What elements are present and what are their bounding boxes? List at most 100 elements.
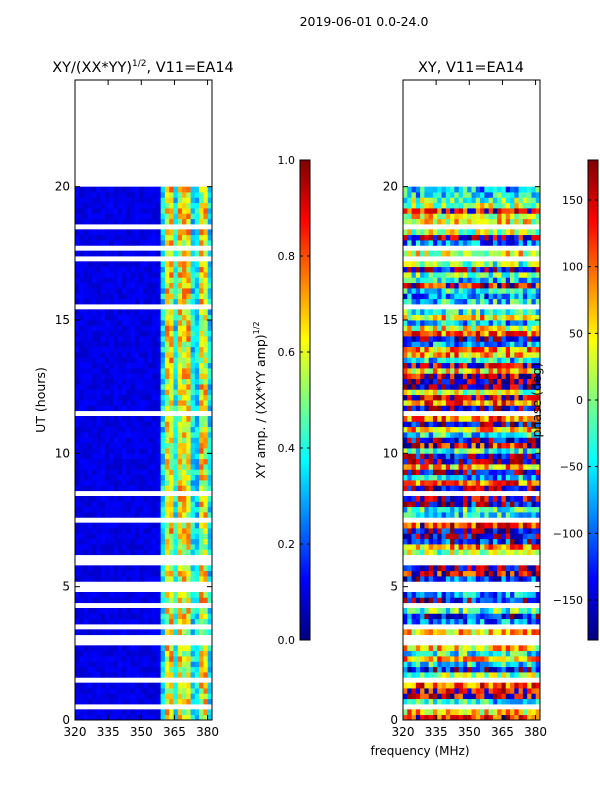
heatmap-cell <box>143 688 149 694</box>
heatmap-cell <box>475 576 481 582</box>
heatmap-cell <box>407 309 412 316</box>
heatmap-cell <box>488 336 494 342</box>
heatmap-cell <box>514 496 519 502</box>
heatmap-cell <box>186 218 191 225</box>
heatmap-cell <box>531 378 537 385</box>
heatmap-cell <box>122 405 127 412</box>
heatmap-cell <box>194 533 200 540</box>
heatmap-cell <box>177 341 183 348</box>
heatmap-cell <box>445 405 451 412</box>
heatmap-cell <box>104 496 110 502</box>
heatmap-cell <box>79 544 84 550</box>
heatmap-cell <box>96 357 102 364</box>
heatmap-cell <box>518 320 524 326</box>
heatmap-cell <box>143 416 149 422</box>
heatmap-cell <box>441 544 447 550</box>
heatmap-cell <box>169 469 174 476</box>
heatmap-cell <box>484 501 490 508</box>
heatmap-cell <box>441 496 447 502</box>
heatmap-cell <box>428 432 434 438</box>
heatmap-cell <box>480 352 485 358</box>
heatmap-cell <box>445 378 451 385</box>
heatmap-cell <box>134 480 140 486</box>
heatmap-cell <box>467 426 472 433</box>
heatmap-cell <box>432 592 438 598</box>
heatmap-cell <box>92 368 97 374</box>
heatmap-cell <box>134 336 140 342</box>
heatmap-cell <box>160 453 166 460</box>
heatmap-cell <box>92 544 97 550</box>
heatmap-cell <box>122 693 127 700</box>
heatmap-cell <box>467 421 472 428</box>
heatmap-cell <box>531 485 537 492</box>
heatmap-cell <box>450 336 455 342</box>
heatmap-cell <box>139 202 144 209</box>
heatmap-cell <box>164 442 170 449</box>
heatmap-cell <box>79 688 84 694</box>
heatmap-cell <box>462 320 468 326</box>
heatmap-cell <box>104 709 110 716</box>
heatmap-cell <box>126 202 132 209</box>
heatmap-cell <box>152 208 157 214</box>
heatmap-cell <box>475 330 481 337</box>
heatmap-cell <box>143 597 149 604</box>
heatmap-cell <box>407 298 412 305</box>
heatmap-cell <box>143 709 149 716</box>
heatmap-cell <box>437 394 442 401</box>
heatmap-cell <box>96 400 102 406</box>
heatmap-cell <box>445 608 451 614</box>
heatmap-cell <box>484 426 490 433</box>
heatmap-cell <box>156 437 162 444</box>
heatmap-cell <box>87 501 93 508</box>
heatmap-cell <box>156 346 162 353</box>
heatmap-cell <box>96 666 102 673</box>
heatmap-cell <box>407 549 412 556</box>
heatmap-cell <box>79 608 84 614</box>
heatmap-cell <box>424 314 430 321</box>
heatmap-cell <box>505 394 511 401</box>
heatmap-cell <box>156 522 162 529</box>
heatmap-cell <box>480 394 485 401</box>
heatmap-cell <box>522 576 528 582</box>
heatmap-cell <box>535 549 541 556</box>
heatmap-cell <box>194 373 200 380</box>
heatmap-cell <box>75 314 80 321</box>
heatmap-cell <box>467 298 472 305</box>
heatmap-cell <box>109 352 114 358</box>
heatmap-cell <box>407 645 412 652</box>
heatmap-cell <box>160 549 166 556</box>
heatmap-cell <box>522 469 528 476</box>
heatmap-cell <box>139 378 144 385</box>
heatmap-cell <box>134 426 140 433</box>
heatmap-cell <box>104 613 110 620</box>
heatmap-cell <box>190 661 196 668</box>
heatmap-cell <box>535 645 541 652</box>
heatmap-cell <box>450 426 455 433</box>
heatmap-cell <box>415 272 421 278</box>
heatmap-cell <box>182 565 187 572</box>
heatmap-cell <box>130 453 136 460</box>
heatmap-cell <box>203 368 209 374</box>
heatmap-cell <box>104 522 110 529</box>
heatmap-cell <box>194 250 200 257</box>
heatmap-cell <box>75 464 80 470</box>
heatmap-cell <box>471 597 477 604</box>
heatmap-cell <box>445 613 451 620</box>
heatmap-cell <box>130 549 136 556</box>
heatmap-cell <box>492 464 498 470</box>
heatmap-cell <box>199 272 204 278</box>
heatmap-cell <box>424 661 430 668</box>
heatmap-cell <box>173 570 179 577</box>
heatmap-cell <box>450 538 455 545</box>
heatmap-cell <box>156 533 162 540</box>
heatmap-cell <box>126 229 132 236</box>
heatmap-cell <box>432 282 438 289</box>
heatmap-cell <box>492 394 498 401</box>
heatmap-cell <box>143 362 149 369</box>
heatmap-cell <box>450 565 455 572</box>
heatmap-cell <box>177 192 183 198</box>
heatmap-cell <box>152 544 157 550</box>
heatmap-cell <box>177 437 183 444</box>
heatmap-cell <box>113 314 119 321</box>
heatmap-cell <box>518 282 524 289</box>
